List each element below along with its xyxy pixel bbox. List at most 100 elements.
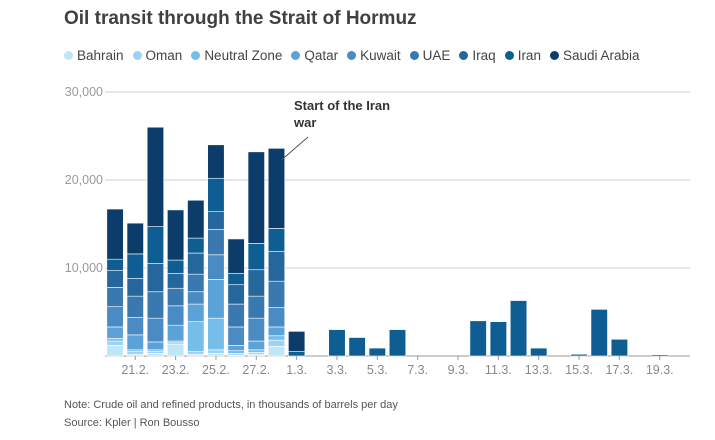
legend-label: Bahrain xyxy=(77,48,124,63)
bar-segment xyxy=(247,349,265,353)
legend-item: Kuwait xyxy=(347,48,401,63)
bars xyxy=(106,126,669,357)
bar-segment xyxy=(227,303,245,328)
bar-segment xyxy=(207,211,225,230)
legend-item: Iraq xyxy=(459,48,496,63)
bar-segment xyxy=(227,326,245,346)
bar-segment xyxy=(126,253,144,279)
legend-swatch xyxy=(191,51,201,60)
bar-segment xyxy=(106,326,124,339)
legend-label: Oman xyxy=(145,48,183,63)
bar-segment xyxy=(106,306,124,328)
bar-segment xyxy=(126,351,144,355)
bar-segment xyxy=(106,208,124,260)
legend-label: Saudi Arabia xyxy=(562,48,640,63)
x-tick-label: 17.3. xyxy=(605,363,633,377)
bar-segment xyxy=(167,287,185,307)
bar-segment xyxy=(207,317,225,351)
x-tick-label: 19.3. xyxy=(646,363,674,377)
legend-swatch xyxy=(64,51,73,60)
bar-segment xyxy=(106,287,124,308)
bar-segment xyxy=(207,228,225,256)
source-text: Source: Kpler | Ron Bousso xyxy=(64,417,200,429)
bar-segment xyxy=(267,307,286,328)
bar-segment xyxy=(187,291,205,305)
bar-segment xyxy=(267,228,286,252)
legend-label: Neutral Zone xyxy=(204,48,283,63)
y-axis: 30,000 20,000 10,000 xyxy=(65,85,103,275)
bar-segment xyxy=(267,148,286,229)
bar-segment xyxy=(590,309,608,357)
bar-segment xyxy=(368,347,386,357)
bar-segment xyxy=(247,151,265,244)
y-tick-label: 10,000 xyxy=(65,261,103,275)
y-tick-label: 30,000 xyxy=(65,85,103,99)
x-tick-label: 21.2. xyxy=(121,363,149,377)
bar-segment xyxy=(207,353,225,357)
bar-segment xyxy=(247,317,265,342)
annotation: Start of the Iran war xyxy=(281,98,390,161)
bar-segment xyxy=(267,339,286,347)
bar-segment xyxy=(509,300,528,357)
bar-segment xyxy=(187,303,205,322)
bar-segment xyxy=(106,345,124,357)
legend-swatch xyxy=(291,51,301,60)
bar-segment xyxy=(187,199,205,239)
footer: Note: Crude oil and refined products, in… xyxy=(64,396,398,432)
bar-segment xyxy=(388,329,407,357)
bar-segment xyxy=(187,321,205,352)
bar-segment xyxy=(106,270,124,288)
legend-swatch xyxy=(549,51,559,60)
bar-segment xyxy=(288,351,306,357)
bar-segment xyxy=(167,259,185,274)
legend-item: UAE xyxy=(409,48,450,63)
bar-segment xyxy=(146,291,165,319)
legend-label: Qatar xyxy=(304,48,339,63)
bar-segment xyxy=(227,345,245,352)
bar-segment xyxy=(146,226,165,264)
legend-item: Oman xyxy=(132,48,183,63)
legend-item: Bahrain xyxy=(64,48,124,63)
bar-segment xyxy=(247,269,265,297)
bar-segment xyxy=(267,326,286,337)
annotation-leader-line xyxy=(281,136,309,161)
legend-item: Neutral Zone xyxy=(191,48,282,63)
legend-item: Iran xyxy=(504,48,541,63)
bar-chart: 21.2. 23.2. 25.2. 27.2. 1.3. 3.3. 5.3. 7.3. 9.3.… xyxy=(65,85,690,377)
bar-segment xyxy=(227,350,245,354)
x-tick-label: 5.3. xyxy=(367,363,388,377)
legend-label: Kuwait xyxy=(360,48,401,63)
bar-segment xyxy=(167,209,185,261)
bar-segment xyxy=(207,254,225,280)
bar-segment xyxy=(167,344,185,357)
legend-swatch xyxy=(459,51,469,60)
bar-segment xyxy=(227,284,245,305)
x-tick-label: 7.3. xyxy=(407,363,428,377)
bar-segment xyxy=(651,354,669,357)
bar-segment xyxy=(187,351,205,355)
x-axis: 21.2. 23.2. 25.2. 27.2. 1.3. 3.3. 5.3. 7.3. 9.3.… xyxy=(121,356,674,377)
legend-item: Qatar xyxy=(291,48,338,63)
bar-segment xyxy=(267,280,286,308)
x-tick-label: 1.3. xyxy=(286,363,307,377)
bar-segment xyxy=(610,338,628,357)
bar-segment xyxy=(146,263,165,293)
legend-label: Iraq xyxy=(472,48,496,63)
legend-swatch xyxy=(132,51,142,60)
bar-segment xyxy=(187,252,205,275)
bar-segment xyxy=(187,237,205,254)
bar-segment xyxy=(489,321,507,357)
bar-segment xyxy=(146,353,165,357)
bar-segment xyxy=(187,273,205,293)
bar-segment xyxy=(207,349,225,354)
bar-segment xyxy=(167,324,185,342)
x-tick-label: 25.2. xyxy=(202,363,230,377)
bar-segment xyxy=(570,353,588,357)
bar-segment xyxy=(167,305,185,326)
bar-segment xyxy=(207,144,225,179)
bar-segment xyxy=(126,334,144,351)
bar-segment xyxy=(267,346,286,357)
x-tick-label: 3.3. xyxy=(327,363,348,377)
x-tick-label: 27.2. xyxy=(242,363,270,377)
bar-segment xyxy=(328,329,346,357)
